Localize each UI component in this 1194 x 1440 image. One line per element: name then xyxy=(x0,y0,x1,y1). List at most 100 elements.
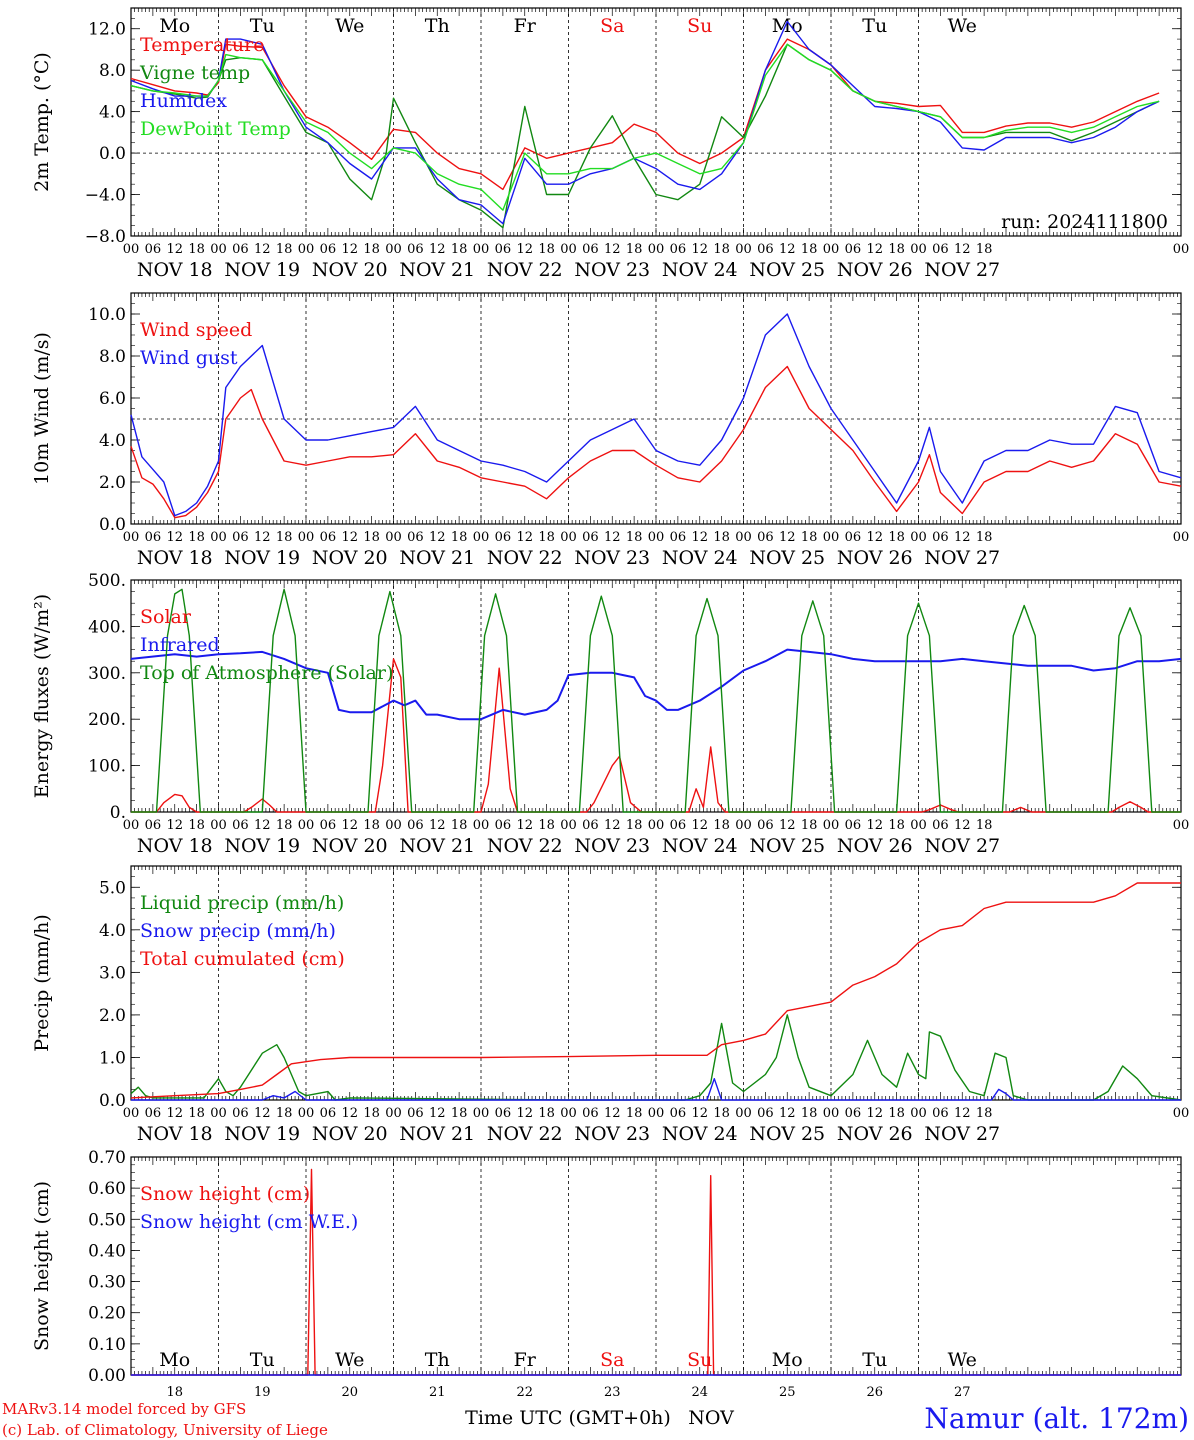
y-tick-label: 6.0 xyxy=(99,389,126,409)
y-tick-label: 0.70 xyxy=(88,1148,126,1168)
hour-tick-label: 18 xyxy=(451,242,468,257)
hour-tick-label: 18 xyxy=(363,818,380,833)
hour-tick-label: 00 xyxy=(910,818,927,833)
series-line xyxy=(130,38,1160,191)
y-tick-label: 2.0 xyxy=(99,1006,126,1026)
legend-entry: Snow precip (mm/h) xyxy=(140,920,336,942)
hour-tick-label: 18 xyxy=(801,818,818,833)
weekday-label: Su xyxy=(687,1349,712,1371)
hour-tick-label: 12 xyxy=(779,530,796,545)
date-label: NOV 21 xyxy=(399,259,475,281)
hour-tick-label: 00 xyxy=(735,1106,752,1121)
series-line xyxy=(130,313,1182,517)
y-tick-label: 500. xyxy=(88,571,126,591)
hour-tick-label: 12 xyxy=(691,1106,708,1121)
hour-tick-label: 12 xyxy=(341,242,358,257)
hour-tick-label: 12 xyxy=(779,1106,796,1121)
hour-tick-label: 00 xyxy=(1173,818,1190,833)
y-tick-label: −8.0 xyxy=(85,227,126,247)
day-number-label: 26 xyxy=(866,1385,883,1400)
hour-tick-label: 00 xyxy=(823,242,840,257)
hour-tick-label: 12 xyxy=(429,1106,446,1121)
date-label: NOV 18 xyxy=(137,835,213,857)
hour-tick-label: 00 xyxy=(473,818,490,833)
hour-tick-label: 18 xyxy=(801,242,818,257)
date-label: NOV 18 xyxy=(137,547,213,569)
hour-tick-label: 00 xyxy=(1173,1106,1190,1121)
hour-tick-label: 00 xyxy=(910,242,927,257)
hour-tick-label: 06 xyxy=(407,530,424,545)
date-label: NOV 19 xyxy=(224,547,300,569)
hour-tick-label: 06 xyxy=(407,242,424,257)
hour-tick-label: 00 xyxy=(560,1106,577,1121)
weekday-label: Th xyxy=(425,15,450,37)
hour-tick-label: 06 xyxy=(670,242,687,257)
hour-tick-label: 18 xyxy=(713,1106,730,1121)
hour-tick-label: 00 xyxy=(385,530,402,545)
date-label: NOV 20 xyxy=(312,835,388,857)
legend-entry: Solar xyxy=(140,606,192,628)
hour-tick-label: 06 xyxy=(495,1106,512,1121)
hour-tick-label: 00 xyxy=(298,1106,315,1121)
hour-tick-label: 18 xyxy=(276,242,293,257)
hour-tick-label: 18 xyxy=(276,818,293,833)
hour-tick-label: 18 xyxy=(188,1106,205,1121)
x-axis-label: Time UTC (GMT+0h) xyxy=(465,1407,671,1429)
hour-tick-label: 18 xyxy=(538,530,555,545)
date-label: NOV 19 xyxy=(224,1123,300,1145)
hour-tick-label: 12 xyxy=(429,530,446,545)
y-tick-label: 200. xyxy=(88,710,126,730)
hour-tick-label: 06 xyxy=(145,242,162,257)
hour-tick-label: 06 xyxy=(757,818,774,833)
hour-tick-label: 12 xyxy=(866,242,883,257)
date-label: NOV 25 xyxy=(749,547,825,569)
hour-tick-label: 18 xyxy=(451,530,468,545)
hour-tick-label: 12 xyxy=(516,1106,533,1121)
y-tick-label: 0.0 xyxy=(99,1091,126,1111)
hour-tick-label: 00 xyxy=(298,530,315,545)
hour-tick-label: 12 xyxy=(254,530,271,545)
panel-5: 0.00 0.10 0.20 0.30 0.40 0.50 0.60 0.70 Snow hei… xyxy=(31,1148,1182,1400)
legend-entry: Top of Atmosphere (Solar) xyxy=(140,662,393,684)
hour-tick-label: 18 xyxy=(626,530,643,545)
hour-tick-label: 06 xyxy=(582,242,599,257)
hour-tick-label: 00 xyxy=(735,818,752,833)
y-tick-label: 10.0 xyxy=(88,305,126,325)
hour-tick-label: 12 xyxy=(166,242,183,257)
y-tick-label: 0.0 xyxy=(99,144,126,164)
run-annotation: run: 2024111800 xyxy=(1001,211,1168,233)
date-label: NOV 20 xyxy=(312,547,388,569)
date-label: NOV 24 xyxy=(662,835,738,857)
hour-tick-label: 18 xyxy=(713,818,730,833)
footer: MARv3.14 model forced by GFS (c) Lab. of… xyxy=(2,1400,1189,1439)
hour-tick-label: 18 xyxy=(538,1106,555,1121)
y-axis-label: 2m Temp. (°C) xyxy=(31,52,53,192)
y-axis-label: 10m Wind (m/s) xyxy=(31,332,53,485)
hour-tick-label: 12 xyxy=(516,242,533,257)
panel-1: −8.0 −4.0 0.0 4.0 8.0 12.0 2m Temp. (°C) 00 06 12… xyxy=(31,7,1189,281)
hour-tick-label: 18 xyxy=(626,242,643,257)
hour-tick-label: 00 xyxy=(560,530,577,545)
day-number-label: 23 xyxy=(604,1385,621,1400)
y-tick-label: 0.0 xyxy=(99,515,126,535)
legend-entry: Liquid precip (mm/h) xyxy=(140,892,344,914)
date-label: NOV 26 xyxy=(837,835,913,857)
y-tick-label: 2.0 xyxy=(99,473,126,493)
hour-tick-label: 18 xyxy=(976,818,993,833)
hour-tick-label: 12 xyxy=(166,818,183,833)
weekday-label: Tu xyxy=(250,15,275,37)
hour-tick-label: 06 xyxy=(845,818,862,833)
hour-tick-label: 18 xyxy=(888,818,905,833)
hour-tick-label: 12 xyxy=(691,242,708,257)
day-number-label: 24 xyxy=(691,1385,708,1400)
hour-tick-label: 06 xyxy=(407,818,424,833)
date-label: NOV 27 xyxy=(924,547,1000,569)
weekday-label: Fr xyxy=(514,15,537,37)
y-tick-label: 100. xyxy=(88,757,126,777)
date-label: NOV 19 xyxy=(224,259,300,281)
weekday-label: Fr xyxy=(514,1349,537,1371)
hour-tick-label: 06 xyxy=(932,818,949,833)
weekday-label: We xyxy=(335,15,364,37)
weekday-label: We xyxy=(948,1349,977,1371)
date-label: NOV 24 xyxy=(662,1123,738,1145)
